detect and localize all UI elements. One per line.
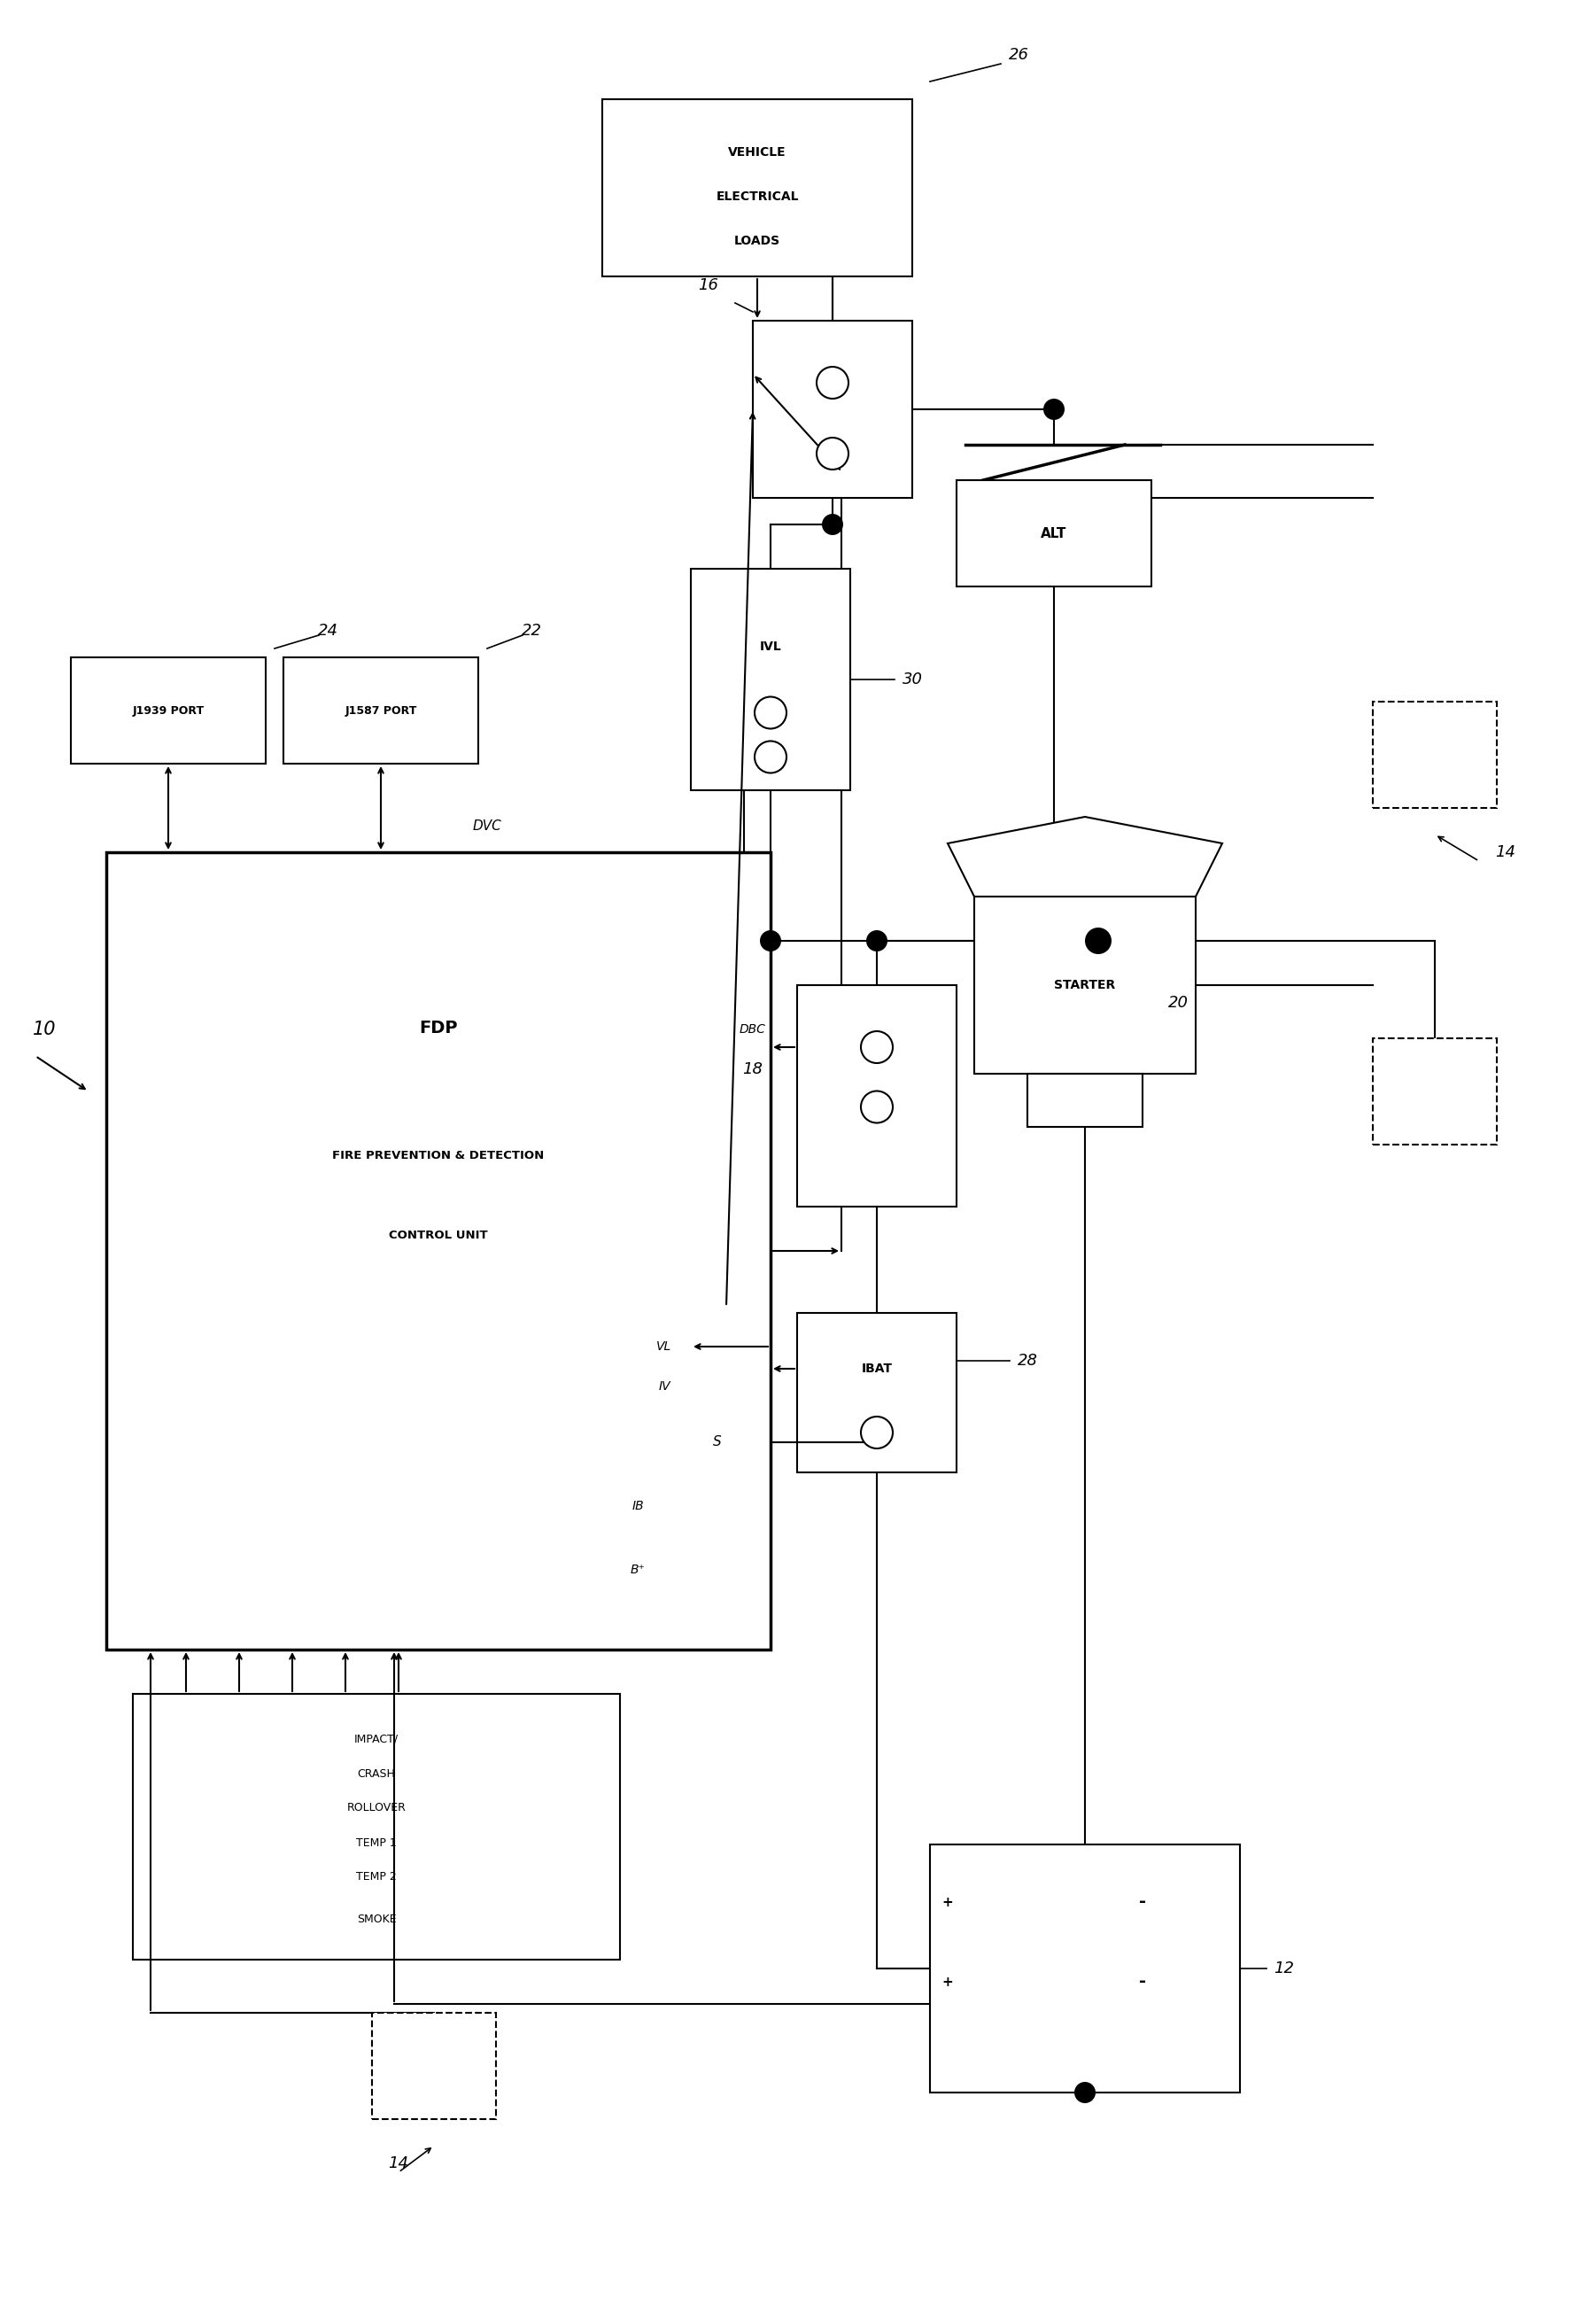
Text: 12: 12	[1274, 1960, 1294, 1976]
Text: B⁺: B⁺	[630, 1564, 645, 1576]
Circle shape	[760, 930, 780, 951]
Circle shape	[822, 514, 843, 535]
Text: 26: 26	[1009, 46, 1029, 62]
Bar	[602, 100, 913, 275]
Bar	[1373, 701, 1497, 808]
Circle shape	[1085, 928, 1111, 953]
Text: ALT: ALT	[1041, 528, 1068, 539]
Circle shape	[755, 697, 787, 729]
Text: VEHICLE: VEHICLE	[728, 146, 787, 160]
Text: DVC: DVC	[472, 819, 501, 833]
Text: CONTROL UNIT: CONTROL UNIT	[389, 1229, 488, 1240]
Bar	[1028, 1074, 1143, 1127]
Text: IBAT: IBAT	[862, 1363, 892, 1375]
Text: TEMP 2: TEMP 2	[356, 1872, 397, 1884]
Text: J1939 PORT: J1939 PORT	[132, 706, 204, 717]
Text: -: -	[1140, 1974, 1146, 1990]
Text: S: S	[713, 1435, 721, 1449]
Bar	[691, 569, 851, 791]
Text: 14: 14	[1495, 845, 1516, 861]
Text: 10: 10	[32, 1020, 56, 1039]
Text: J1587 PORT: J1587 PORT	[345, 706, 417, 717]
Circle shape	[817, 366, 849, 398]
Circle shape	[755, 740, 787, 773]
Bar	[107, 852, 771, 1650]
Text: TEMP 1: TEMP 1	[356, 1837, 397, 1849]
Text: ROLLOVER: ROLLOVER	[346, 1803, 405, 1814]
Circle shape	[817, 437, 849, 470]
Text: 14: 14	[388, 2154, 409, 2171]
Bar	[930, 1844, 1240, 2092]
Text: CRASH: CRASH	[358, 1768, 396, 1779]
Text: IV: IV	[658, 1379, 670, 1393]
Text: VL: VL	[656, 1340, 672, 1354]
Circle shape	[860, 1032, 892, 1062]
Text: FIRE PREVENTION & DETECTION: FIRE PREVENTION & DETECTION	[332, 1150, 544, 1162]
Text: IVL: IVL	[760, 641, 782, 653]
Text: DBC: DBC	[739, 1023, 766, 1037]
Text: IB: IB	[632, 1499, 643, 1513]
Circle shape	[860, 1416, 892, 1449]
Bar	[796, 986, 956, 1206]
Text: 20: 20	[1168, 995, 1187, 1011]
Bar	[132, 1694, 619, 1960]
Bar	[372, 2013, 496, 2120]
Polygon shape	[948, 817, 1223, 896]
Circle shape	[867, 930, 887, 951]
Text: LOADS: LOADS	[734, 234, 780, 248]
Bar	[70, 657, 265, 764]
Circle shape	[860, 1090, 892, 1122]
Text: IMPACT/: IMPACT/	[354, 1733, 399, 1745]
Text: +: +	[942, 1976, 953, 1988]
Bar	[796, 1312, 956, 1472]
Text: FDP: FDP	[420, 1018, 458, 1037]
Text: 18: 18	[742, 1062, 763, 1078]
Text: 22: 22	[522, 622, 541, 639]
Text: 24: 24	[318, 622, 338, 639]
Text: -: -	[1140, 1893, 1146, 1911]
Bar	[284, 657, 479, 764]
Bar	[1373, 1039, 1497, 1145]
Bar	[956, 481, 1151, 585]
Circle shape	[1074, 2083, 1095, 2103]
Text: 30: 30	[902, 671, 922, 687]
Text: STARTER: STARTER	[1055, 979, 1116, 990]
Text: ELECTRICAL: ELECTRICAL	[717, 190, 798, 204]
Text: 28: 28	[1017, 1354, 1037, 1370]
Text: 16: 16	[699, 278, 718, 294]
Text: SMOKE: SMOKE	[356, 1914, 396, 1925]
Text: +: +	[942, 1895, 953, 1909]
Bar	[974, 896, 1195, 1074]
Circle shape	[1044, 398, 1065, 419]
Bar	[753, 322, 913, 498]
